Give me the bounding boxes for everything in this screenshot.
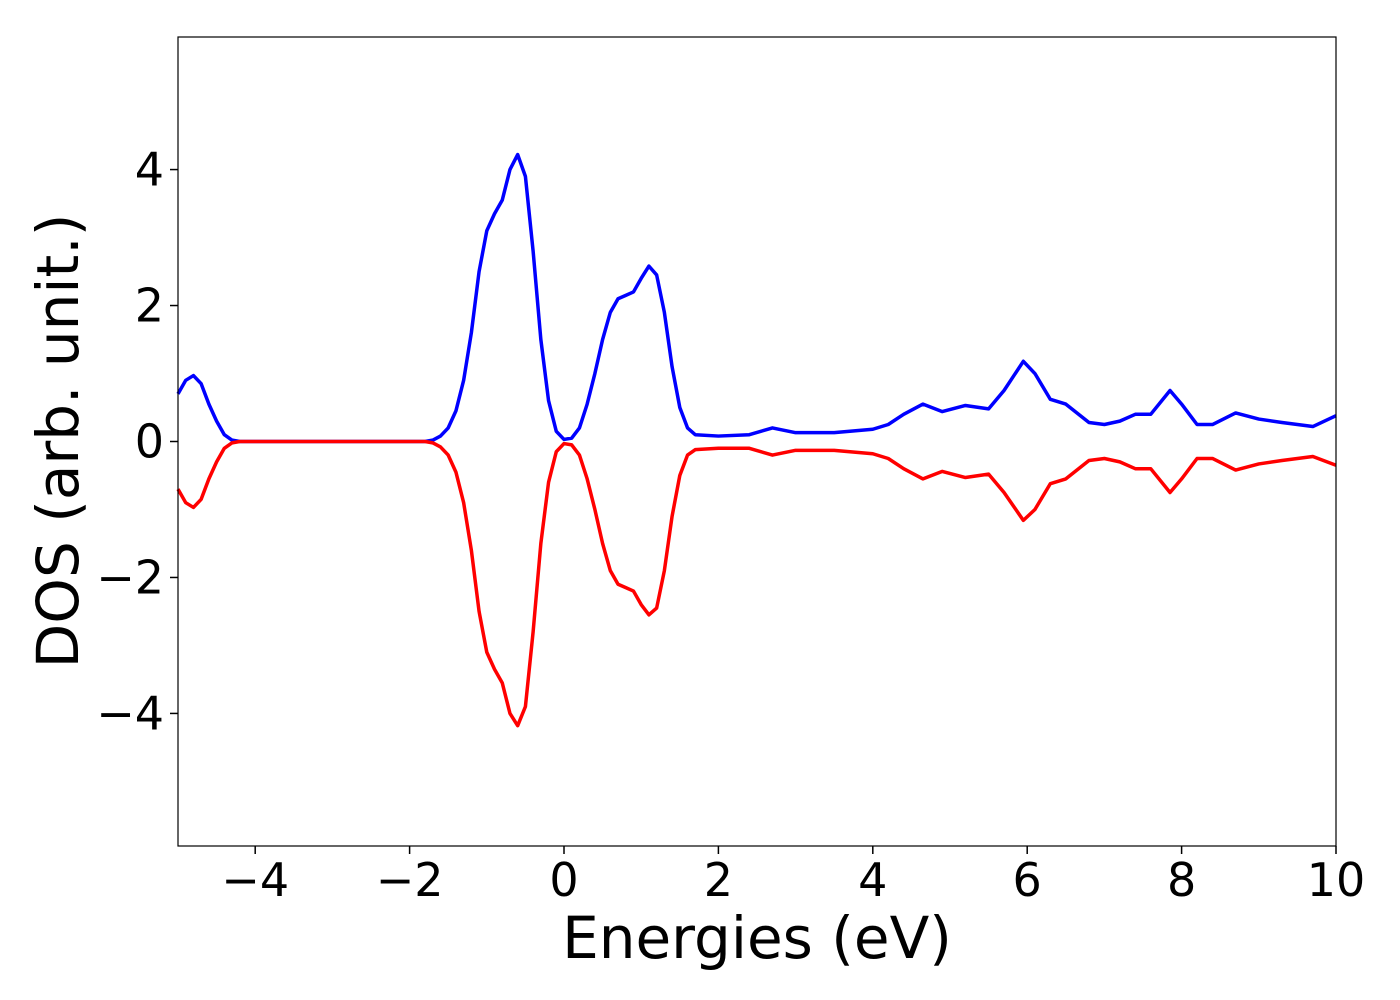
x-axis-label: Energies (eV) [562,904,952,972]
x-tick-label: 2 [704,853,733,907]
y-tick-label: 0 [135,415,164,469]
x-tick-label: 0 [549,853,578,907]
x-tick-label: −4 [221,853,289,907]
y-tick-label: 2 [135,279,164,333]
x-tick-label: 4 [858,853,887,907]
x-tick-label: −2 [376,853,444,907]
line-series [176,152,1337,444]
y-axis-label: DOS (arb. unit.) [24,214,92,669]
y-tick-label: 4 [135,143,164,197]
x-tick-label: 10 [1307,853,1366,907]
x-tick-label: 8 [1167,853,1196,907]
x-tick-label: 6 [1013,853,1042,907]
plot-frame [177,36,1337,847]
y-tick-label: −2 [96,550,164,604]
y-tick-label: −4 [96,686,164,740]
line-series [176,439,1337,728]
